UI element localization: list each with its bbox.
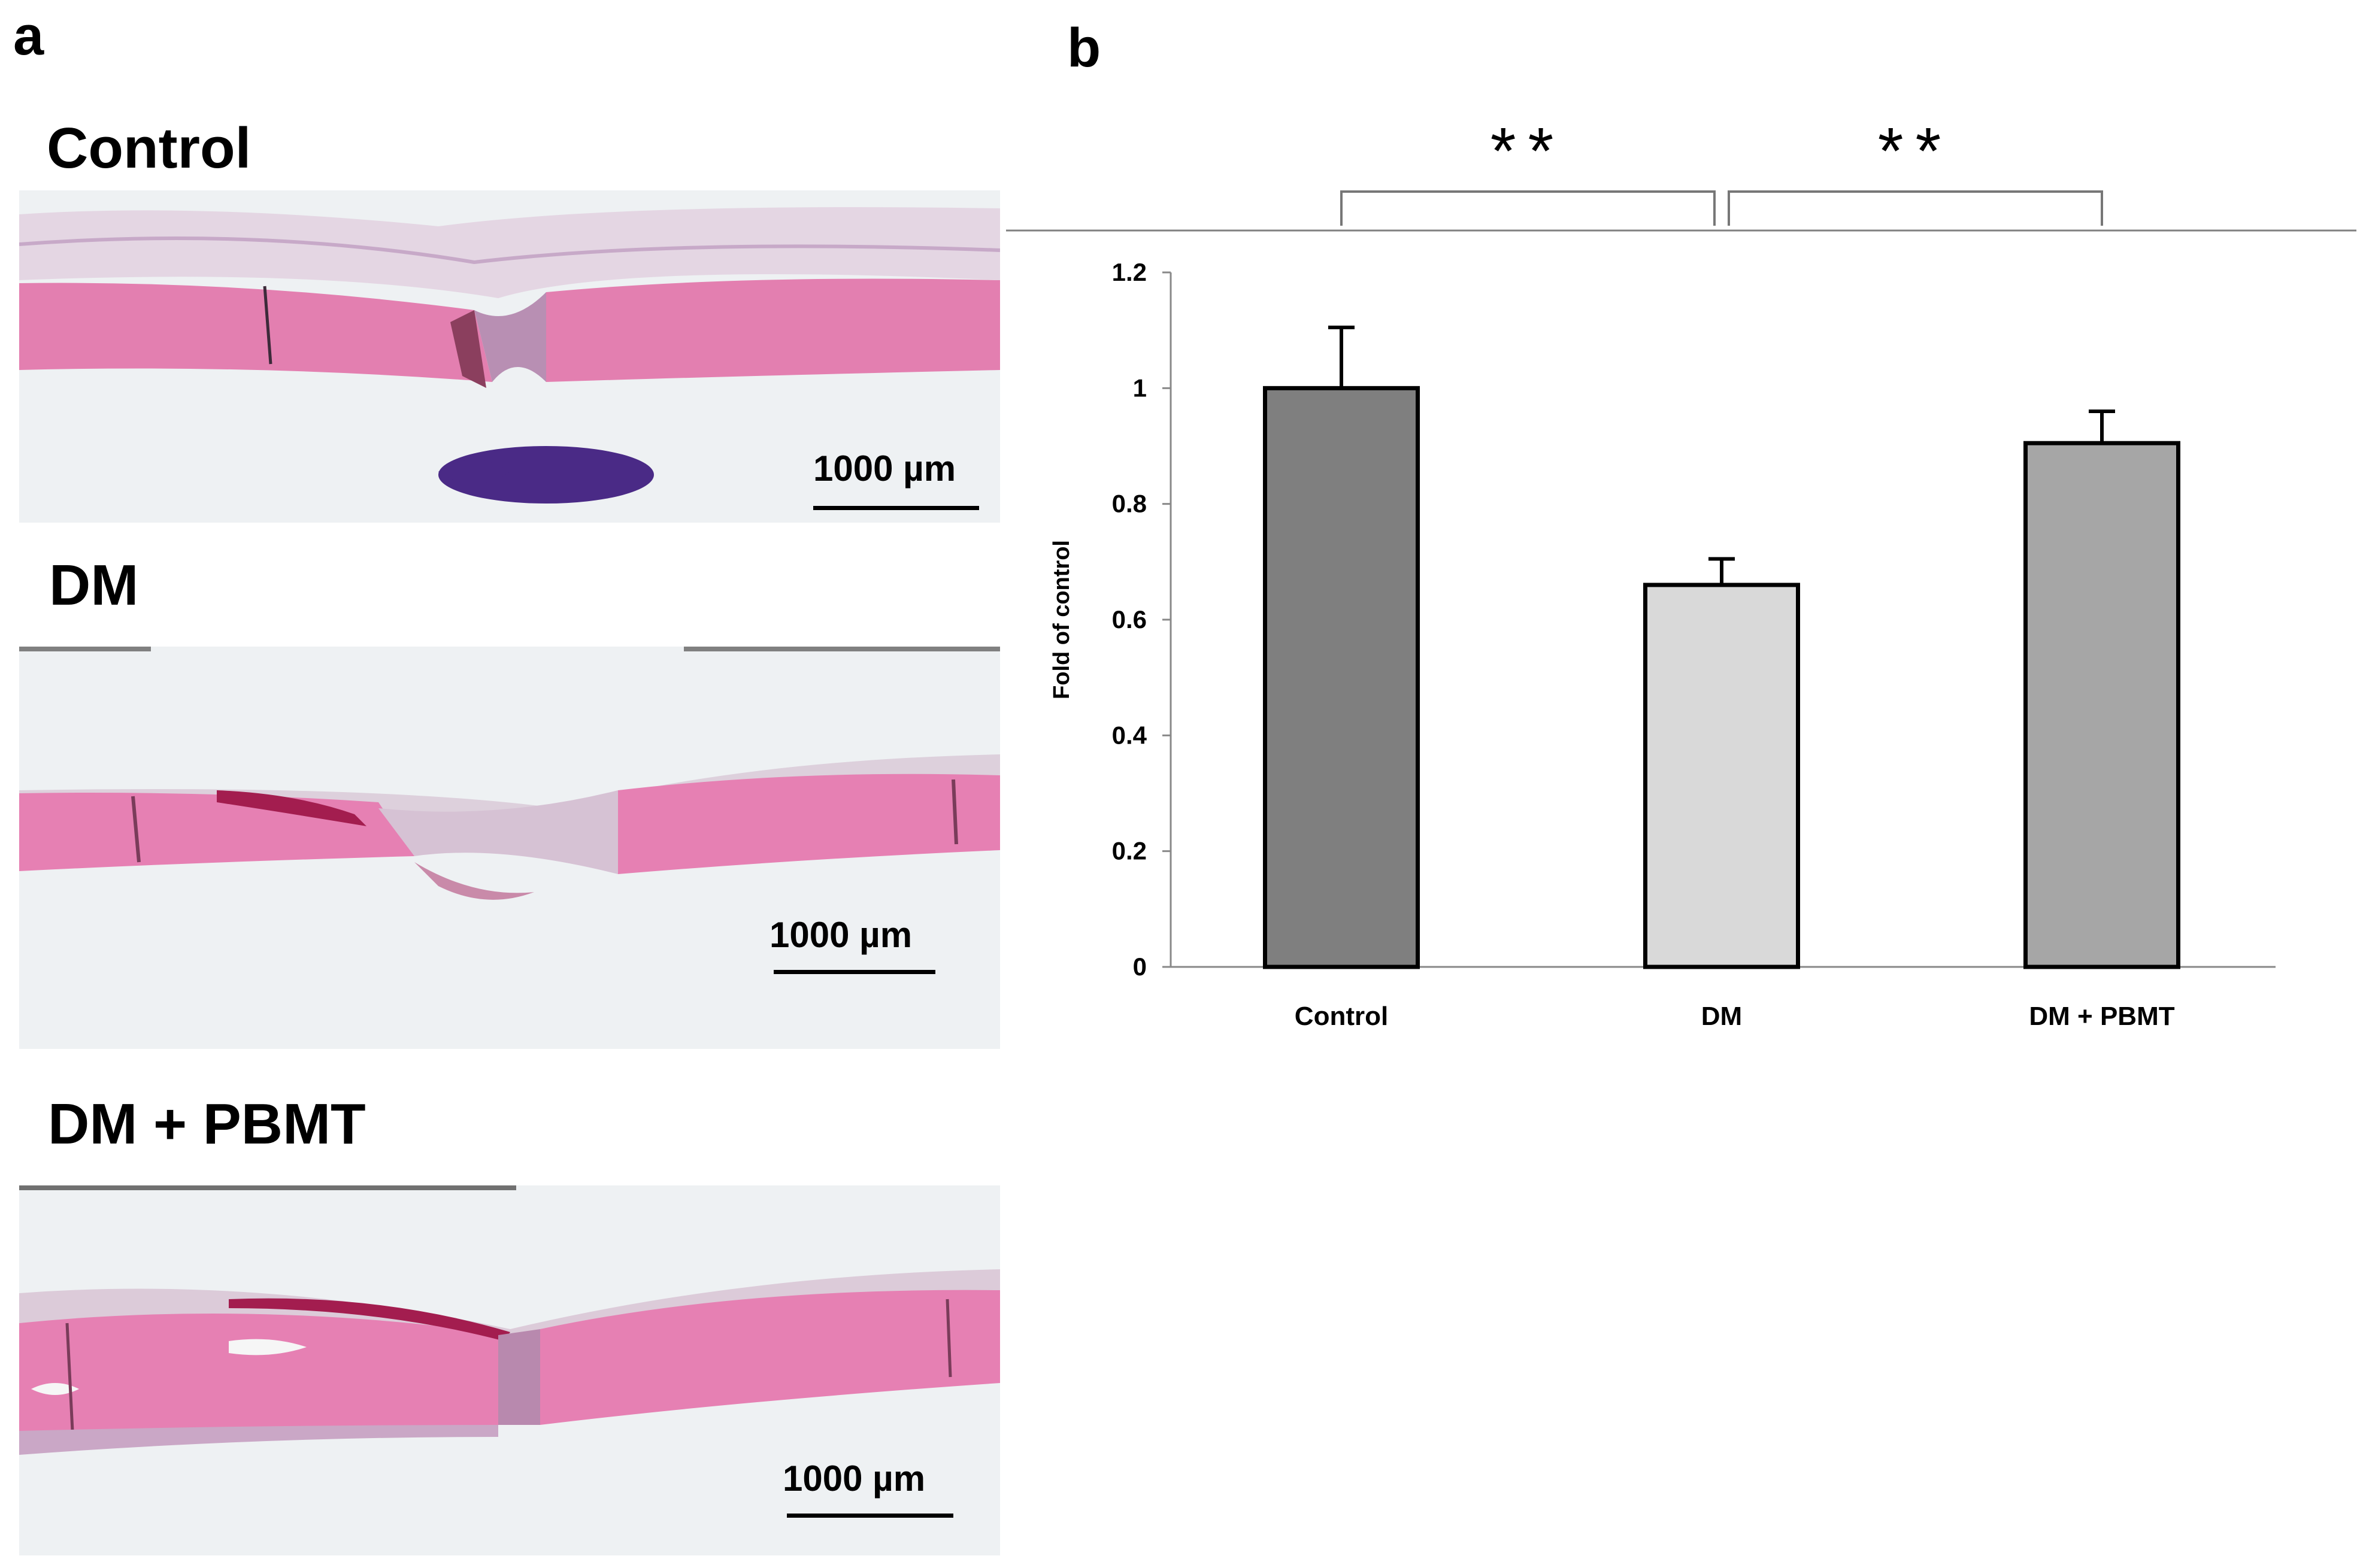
section-title-dm-pbmt: DM + PBMT — [48, 1092, 366, 1156]
bar — [2023, 441, 2180, 969]
section-title-control: Control — [47, 116, 252, 180]
bars — [1263, 325, 2180, 969]
significance-label: ** — [1490, 114, 1566, 188]
y-tick-label: 1.2 — [1112, 258, 1147, 286]
y-tick-label: 0.2 — [1112, 837, 1147, 865]
micrograph-dm-pbmt: 1000 µm — [19, 1185, 1000, 1555]
scale-bar-control — [813, 506, 979, 510]
bar — [1643, 583, 1800, 969]
histology-image-dm — [19, 647, 1000, 1049]
histology-image-control — [19, 190, 1000, 523]
bar-chart: ** ** 0 0.2 0.4 0.6 0.8 1 1.2 Control DM DM + PBM… — [1006, 114, 2356, 1031]
section-title-dm: DM — [49, 553, 139, 617]
significance-label: ** — [1878, 114, 1953, 188]
y-tick-label: 0.8 — [1112, 490, 1147, 518]
bar — [1263, 386, 1420, 969]
panel-a-letter: a — [13, 5, 44, 66]
y-tick-label: 0 — [1133, 953, 1147, 981]
x-tick-label: DM — [1701, 1002, 1742, 1031]
scale-bar-label-control: 1000 µm — [813, 448, 956, 489]
significance-bracket — [1728, 190, 2103, 226]
y-tick-label: 0.6 — [1112, 605, 1147, 633]
scale-bar-dm — [774, 970, 935, 974]
histology-image-dm-pbmt — [19, 1185, 1000, 1555]
scale-bar-label-dm: 1000 µm — [770, 915, 913, 955]
scale-bar-label-dm-pbmt: 1000 µm — [783, 1458, 926, 1499]
x-tick-label: Control — [1295, 1002, 1388, 1031]
x-axis-labels: Control DM DM + PBMT — [1295, 1002, 2175, 1031]
micrograph-control: 1000 µm — [19, 190, 1000, 523]
x-tick-label: DM + PBMT — [2029, 1002, 2174, 1031]
scale-bar-dm-pbmt — [787, 1514, 953, 1518]
y-tick-label: 1 — [1133, 374, 1147, 402]
micrograph-dm: 1000 µm — [19, 647, 1000, 1049]
y-tick-label: 0.4 — [1112, 721, 1147, 749]
panel-b-letter: b — [1067, 17, 1101, 78]
significance-bracket — [1340, 190, 1716, 226]
significance-annotations: ** ** — [1340, 114, 2103, 226]
y-axis-label: Fold of control — [1049, 540, 1074, 699]
